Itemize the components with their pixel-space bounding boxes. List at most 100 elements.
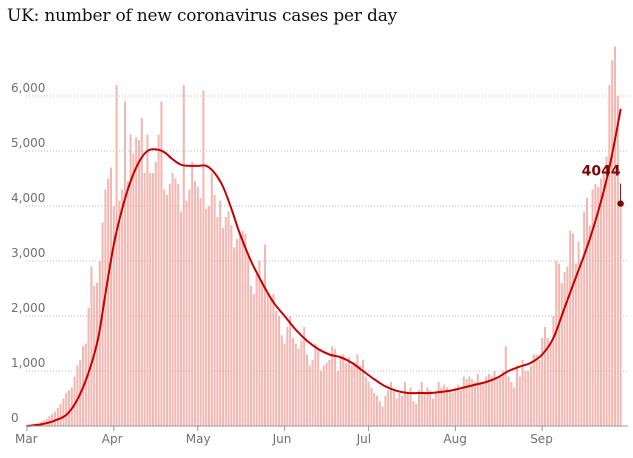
bar bbox=[123, 101, 127, 426]
bar bbox=[56, 407, 59, 426]
bar bbox=[244, 233, 247, 426]
bar bbox=[585, 197, 589, 426]
bar bbox=[608, 85, 611, 426]
bar bbox=[90, 266, 93, 426]
x-tick-label: Jul bbox=[356, 432, 371, 446]
bar bbox=[493, 371, 496, 426]
bar bbox=[412, 401, 415, 426]
bar bbox=[160, 101, 163, 426]
bar bbox=[549, 343, 552, 426]
y-tick-label: 0 bbox=[11, 411, 19, 425]
bar bbox=[277, 316, 281, 426]
bar bbox=[207, 206, 211, 426]
bar bbox=[403, 382, 407, 426]
bar bbox=[401, 395, 404, 426]
bar bbox=[616, 96, 619, 426]
bar bbox=[546, 338, 549, 426]
bar bbox=[168, 184, 171, 426]
bar bbox=[611, 60, 614, 426]
bar bbox=[591, 189, 594, 426]
bar bbox=[177, 184, 180, 426]
bar bbox=[255, 274, 258, 426]
bar bbox=[143, 173, 146, 426]
bar bbox=[384, 395, 387, 426]
bar bbox=[305, 354, 309, 426]
bar bbox=[406, 393, 409, 426]
bar bbox=[126, 181, 129, 426]
x-tick-label: Mar bbox=[15, 432, 38, 446]
bar bbox=[387, 390, 390, 426]
bar bbox=[241, 230, 244, 426]
bar bbox=[529, 365, 533, 426]
y-tick-label: 5,000 bbox=[11, 136, 45, 150]
bar bbox=[563, 272, 566, 426]
bar bbox=[429, 390, 432, 426]
bar bbox=[76, 365, 79, 426]
bar bbox=[163, 189, 166, 426]
trend-line bbox=[26, 108, 622, 427]
bar bbox=[521, 360, 524, 426]
bar bbox=[331, 346, 334, 426]
bar bbox=[420, 382, 423, 426]
bar bbox=[602, 173, 605, 426]
bar bbox=[221, 228, 225, 426]
bar bbox=[154, 162, 157, 426]
bar bbox=[373, 393, 376, 426]
bar bbox=[263, 244, 267, 426]
bar bbox=[417, 390, 421, 426]
bar bbox=[356, 354, 359, 426]
bar bbox=[496, 379, 499, 426]
bar bbox=[314, 343, 317, 426]
bar bbox=[317, 349, 320, 426]
bar bbox=[266, 294, 269, 426]
chart-title: UK: number of new coronavirus cases per … bbox=[7, 6, 398, 26]
bar bbox=[188, 189, 191, 426]
bar bbox=[541, 338, 544, 426]
bar bbox=[261, 280, 264, 426]
bar bbox=[73, 376, 76, 426]
bar bbox=[328, 360, 331, 426]
bar bbox=[476, 373, 479, 426]
bar bbox=[171, 173, 174, 426]
bar bbox=[308, 365, 311, 426]
bar bbox=[605, 156, 608, 426]
bar bbox=[415, 404, 418, 426]
bar bbox=[524, 371, 527, 426]
bar bbox=[490, 376, 493, 426]
bar bbox=[185, 200, 188, 426]
y-tick-label: 1,000 bbox=[11, 356, 45, 370]
bar bbox=[283, 343, 286, 426]
bar bbox=[482, 382, 485, 426]
bar bbox=[535, 354, 538, 426]
bar bbox=[389, 382, 393, 426]
bar bbox=[440, 387, 443, 426]
bar bbox=[431, 398, 435, 426]
bar bbox=[395, 398, 398, 426]
bar bbox=[146, 134, 149, 426]
bar bbox=[210, 173, 213, 426]
bar bbox=[140, 118, 143, 426]
bar bbox=[252, 294, 255, 426]
bar bbox=[151, 173, 155, 426]
bar bbox=[249, 285, 253, 426]
bar bbox=[398, 393, 401, 426]
x-tick-label: Jun bbox=[272, 432, 292, 446]
latest-value-dot bbox=[617, 200, 624, 207]
bar bbox=[479, 382, 482, 426]
bar bbox=[84, 343, 87, 426]
x-tick-label: Sep bbox=[530, 432, 553, 446]
bar bbox=[112, 206, 115, 426]
bar bbox=[597, 186, 600, 426]
bar bbox=[294, 343, 297, 426]
bar bbox=[594, 184, 597, 426]
y-tick-label: 2,000 bbox=[11, 301, 45, 315]
bar bbox=[322, 365, 325, 426]
bar bbox=[149, 173, 152, 426]
bar bbox=[527, 371, 530, 426]
bar bbox=[311, 360, 314, 426]
bar bbox=[574, 263, 577, 426]
bar bbox=[272, 294, 275, 426]
bar bbox=[325, 362, 328, 426]
bar bbox=[165, 195, 169, 426]
bar bbox=[555, 261, 558, 426]
